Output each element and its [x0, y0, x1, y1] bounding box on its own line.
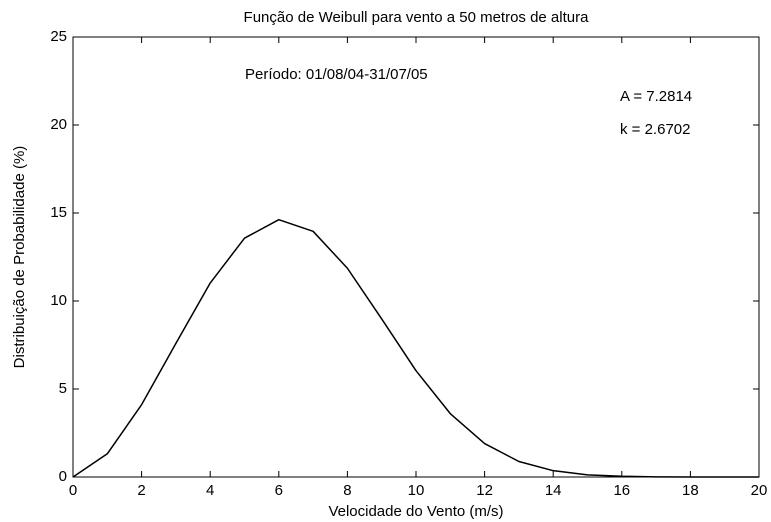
x-tick-label: 2 — [137, 482, 145, 499]
chart-title: Função de Weibull para vento a 50 metros… — [244, 9, 590, 26]
x-tick-label: 0 — [69, 482, 77, 499]
y-tick-label: 10 — [50, 292, 67, 309]
x-tick-label: 8 — [343, 482, 351, 499]
x-tick-label: 12 — [476, 482, 493, 499]
y-tick-label: 0 — [59, 468, 67, 485]
y-tick-label: 20 — [50, 116, 67, 133]
x-tick-label: 4 — [206, 482, 214, 499]
y-axis-label: Distribuição de Probabilidade (%) — [11, 146, 28, 369]
y-tick-label: 5 — [59, 380, 67, 397]
x-tick-label: 18 — [682, 482, 699, 499]
x-tick-label: 10 — [408, 482, 425, 499]
y-tick-label: 15 — [50, 204, 67, 221]
x-tick-label: 16 — [613, 482, 630, 499]
x-axis-label: Velocidade do Vento (m/s) — [328, 503, 503, 520]
annotation: A = 7.2814 — [620, 88, 692, 105]
x-tick-label: 6 — [275, 482, 283, 499]
y-tick-label: 25 — [50, 28, 67, 45]
x-tick-label: 14 — [545, 482, 562, 499]
x-tick-label: 20 — [751, 482, 768, 499]
line-series — [72, 218, 759, 478]
annotation: k = 2.6702 — [620, 121, 690, 138]
annotation: Período: 01/08/04-31/07/05 — [245, 66, 428, 83]
